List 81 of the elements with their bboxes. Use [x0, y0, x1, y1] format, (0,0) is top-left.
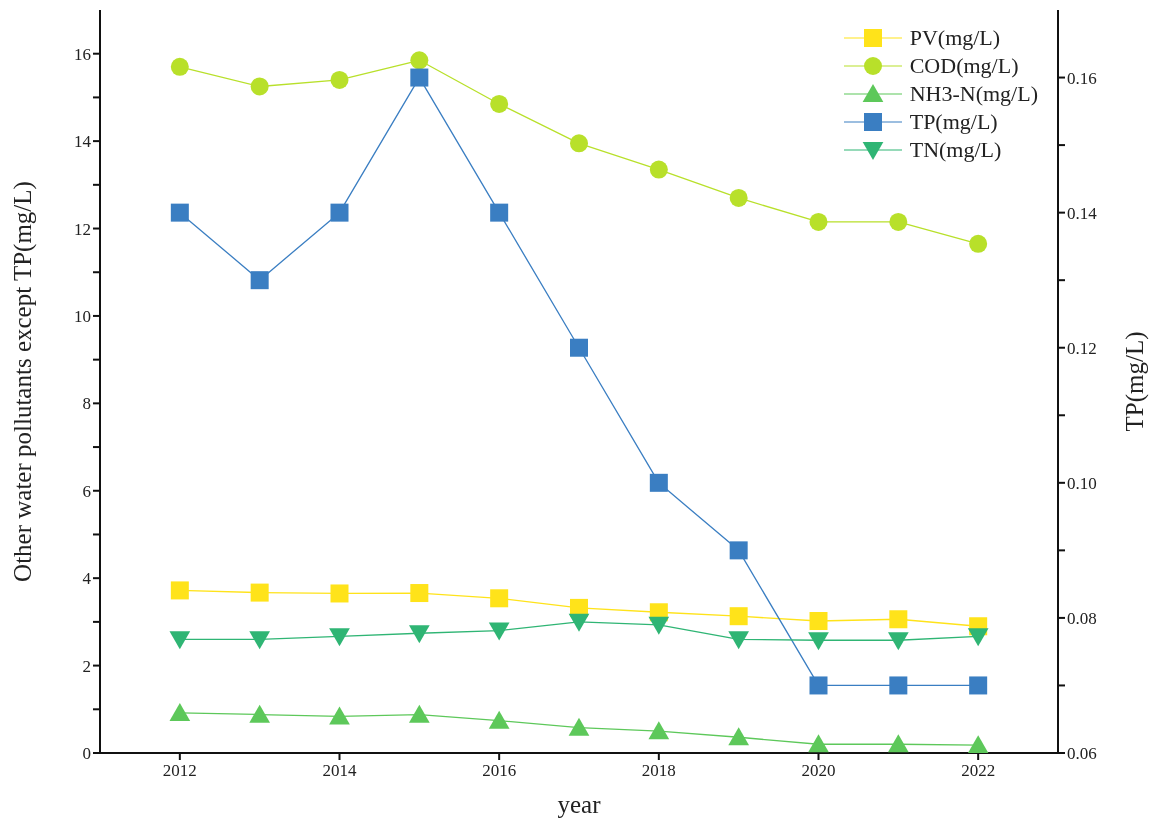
point — [728, 727, 750, 746]
x-tick-label: 2022 — [961, 761, 996, 781]
x-tick-label: 2012 — [162, 761, 197, 781]
point — [249, 631, 271, 650]
point — [330, 203, 349, 222]
point — [729, 188, 748, 207]
y-tick-label: 10 — [74, 306, 91, 326]
legend-label: TP(mg/L) — [909, 109, 998, 135]
point — [170, 581, 189, 600]
y-tick-label: 6 — [82, 481, 91, 501]
point — [967, 735, 989, 753]
point — [648, 721, 670, 740]
x-axis-title: year — [557, 791, 602, 818]
point — [889, 212, 908, 231]
point — [887, 632, 909, 651]
point — [809, 212, 828, 231]
y2-tick-label: 0.08 — [1067, 608, 1097, 628]
y-tick-label: 8 — [82, 394, 91, 414]
y-axis-title: Other water pollutants except TP(mg/L) — [8, 181, 37, 582]
y2-tick-label: 0.12 — [1067, 338, 1097, 358]
y-tick-label: 14 — [74, 132, 92, 152]
point — [250, 271, 269, 290]
point — [329, 706, 350, 725]
point — [408, 625, 430, 644]
point — [249, 704, 271, 723]
point — [410, 584, 429, 603]
y2-axis-title: TP(mg/L) — [1120, 331, 1149, 432]
y-tick-label: 16 — [74, 44, 91, 64]
point — [887, 734, 909, 753]
point — [170, 57, 189, 76]
point — [169, 631, 191, 650]
point — [490, 203, 509, 222]
y-tick-label: 0 — [82, 744, 91, 764]
point — [649, 160, 668, 179]
y2-tick-label: 0.14 — [1067, 203, 1098, 223]
point — [488, 622, 510, 641]
point — [568, 613, 590, 632]
point — [969, 676, 988, 695]
point — [729, 607, 748, 626]
y2-tick-label: 0.16 — [1067, 68, 1097, 88]
y-tick-label: 2 — [82, 656, 91, 676]
point — [729, 541, 748, 560]
y-tick-label: 4 — [82, 569, 92, 589]
x-tick-label: 2016 — [482, 761, 517, 781]
x-tick-label: 2020 — [801, 761, 836, 781]
point — [728, 631, 750, 650]
point — [490, 589, 509, 608]
point — [170, 203, 189, 222]
x-tick-label: 2014 — [322, 761, 357, 781]
point — [808, 734, 829, 753]
point — [169, 702, 191, 721]
x-tick-label: 2018 — [641, 761, 676, 781]
y2-tick-label: 0.10 — [1067, 473, 1097, 493]
point — [648, 616, 670, 635]
point — [808, 632, 829, 651]
point — [250, 77, 269, 96]
point — [649, 473, 668, 492]
point — [809, 676, 828, 695]
y2-tick-label: 0.06 — [1067, 744, 1097, 764]
legend-label: PV(mg/L) — [909, 25, 1001, 51]
point — [570, 134, 588, 153]
point — [330, 70, 349, 89]
point — [889, 610, 908, 629]
point — [490, 94, 509, 113]
point — [969, 234, 988, 253]
point — [488, 710, 510, 729]
y-tick-label: 12 — [74, 219, 91, 239]
point — [570, 338, 588, 357]
point — [329, 628, 350, 647]
legend-label: COD(mg/L) — [909, 53, 1019, 79]
point — [889, 676, 908, 695]
point — [410, 68, 429, 87]
point — [568, 717, 590, 736]
point — [410, 51, 429, 70]
point — [250, 583, 269, 602]
point — [967, 628, 989, 647]
point — [330, 584, 349, 603]
legend-label: TN(mg/L) — [909, 137, 1002, 163]
point — [408, 704, 430, 723]
legend-label: NH3-N(mg/L) — [909, 81, 1038, 107]
point — [809, 612, 828, 631]
